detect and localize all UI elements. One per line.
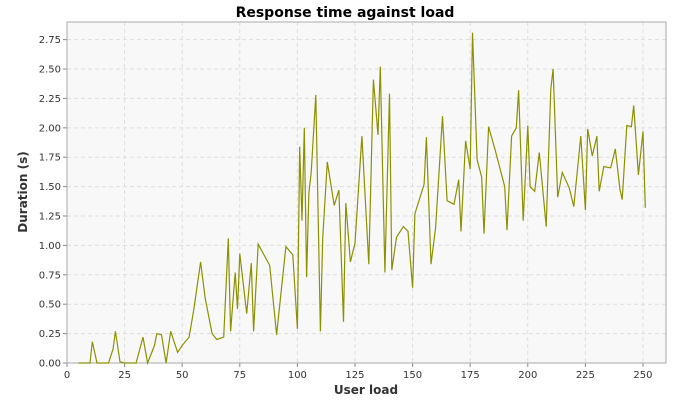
y-tick-label: 0.25 bbox=[39, 329, 61, 340]
x-tick-label: 25 bbox=[118, 370, 131, 381]
x-tick-label: 200 bbox=[518, 370, 537, 381]
grid-lines bbox=[66, 22, 666, 364]
x-tick-label: 175 bbox=[461, 370, 480, 381]
tick-labels: 0 25 50 75 100 125 150 175 200 225 250 0.00 0.25 0.50… bbox=[39, 35, 653, 381]
y-tick-label: 1.25 bbox=[39, 212, 61, 223]
axes bbox=[63, 21, 667, 367]
plot-area bbox=[67, 22, 666, 363]
plot-border bbox=[66, 21, 667, 364]
y-axis-label: Duration (s) bbox=[16, 151, 30, 232]
series-layer bbox=[78, 32, 646, 366]
y-tick-label: 2.25 bbox=[39, 94, 61, 105]
series-line bbox=[78, 32, 646, 366]
y-tick-label: 0.00 bbox=[39, 359, 61, 370]
y-tick-label: 1.00 bbox=[39, 241, 61, 252]
x-tick-label: 250 bbox=[633, 370, 652, 381]
x-tick-label: 50 bbox=[176, 370, 189, 381]
x-tick-label: 225 bbox=[576, 370, 595, 381]
y-tick-label: 0.75 bbox=[39, 270, 61, 281]
y-tick-label: 1.75 bbox=[39, 153, 61, 164]
y-tick-label: 1.50 bbox=[39, 182, 61, 193]
chart-title: Response time against load bbox=[236, 5, 455, 21]
y-tick-label: 2.75 bbox=[39, 35, 61, 46]
x-tick-label: 125 bbox=[345, 370, 364, 381]
x-axis-label: User load bbox=[334, 383, 398, 397]
y-tick-label: 2.50 bbox=[39, 65, 61, 76]
x-tick-label: 0 bbox=[64, 370, 70, 381]
y-tick-label: 0.50 bbox=[39, 300, 61, 311]
x-tick-label: 75 bbox=[233, 370, 246, 381]
x-tick-label: 100 bbox=[288, 370, 307, 381]
y-tick-label: 2.00 bbox=[39, 123, 61, 134]
x-tick-label: 150 bbox=[403, 370, 422, 381]
